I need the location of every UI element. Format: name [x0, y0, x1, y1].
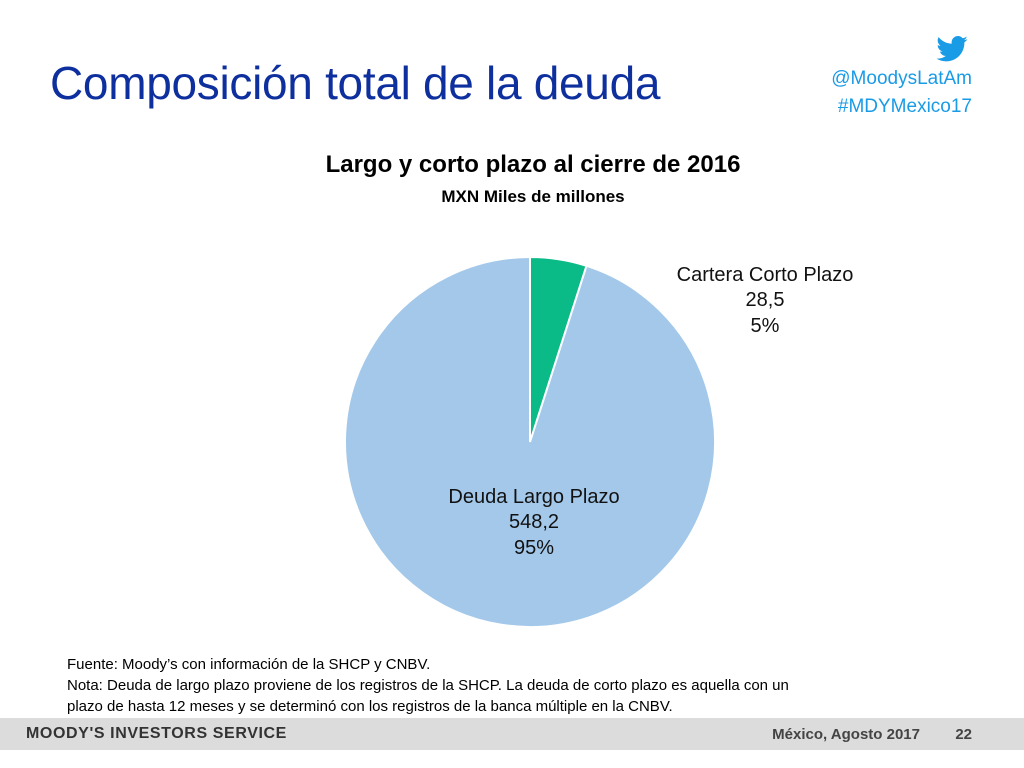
hashtag[interactable]: #MDYMexico17 — [837, 96, 972, 117]
label-short-term-value: 28,5 — [746, 289, 785, 311]
label-short-term-percent: 5% — [751, 315, 780, 337]
twitter-handle[interactable]: @MoodysLatAm — [831, 68, 972, 89]
label-short-term-name: Cartera Corto Plazo — [677, 264, 854, 286]
source-note: Fuente: Moody’s con información de la SH… — [67, 656, 431, 673]
chart-title: Largo y corto plazo al cierre de 2016 — [325, 151, 741, 178]
twitter-bird-icon[interactable] — [936, 36, 968, 62]
chart-subtitle: MXN Miles de millones — [441, 187, 625, 206]
pie-slice-long-term — [344, 255, 716, 628]
note-line-2: plazo de hasta 12 meses y se determinó c… — [67, 698, 673, 715]
brand-name: MOODY'S INVESTORS SERVICE — [26, 725, 287, 742]
page-number: 22 — [955, 726, 972, 743]
label-long-term-percent: 95% — [514, 537, 554, 559]
slide-title: Composición total de la deuda — [50, 57, 661, 109]
note-line-1: Nota: Deuda de largo plazo proviene de l… — [67, 677, 789, 694]
footer-bar: MOODY'S INVESTORS SERVICE México, Agosto… — [0, 718, 1024, 750]
label-long-term-value: 548,2 — [509, 511, 559, 533]
footer-date: México, Agosto 2017 — [772, 726, 920, 743]
footnotes: Fuente: Moody’s con información de la SH… — [67, 654, 947, 717]
label-long-term-name: Deuda Largo Plazo — [448, 486, 619, 508]
